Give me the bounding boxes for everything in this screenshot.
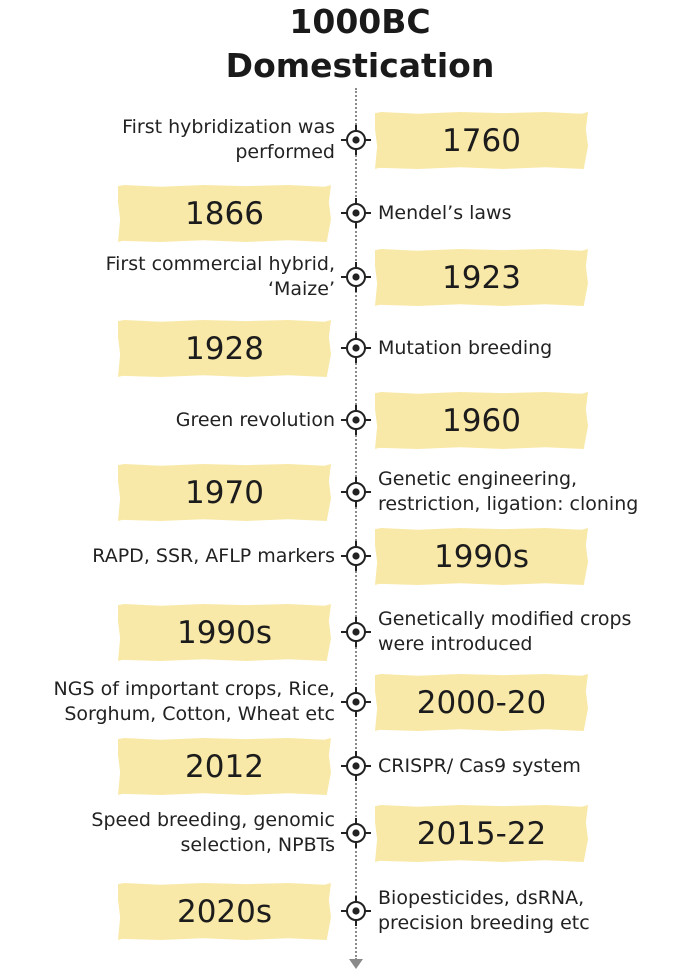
event-description-line: Genetically modified crops — [378, 608, 632, 630]
event-description-line: Genetic engineering, — [378, 468, 578, 490]
crosshair-target-icon — [340, 261, 372, 293]
event-description: CRISPR/ Cas9 system — [378, 754, 581, 779]
crosshair-target-icon — [340, 895, 372, 927]
event-description-line: precision breeding etc — [378, 912, 590, 934]
event-description-line: restriction, ligation: cloning — [378, 493, 639, 515]
event-description: Speed breeding, genomic selection, NPBTs — [91, 808, 335, 858]
crosshair-target-icon — [340, 124, 372, 156]
year-box: 1990s — [375, 528, 588, 585]
crosshair-target-icon — [340, 686, 372, 718]
crosshair-target-icon — [340, 476, 372, 508]
event-description-line: were introduced — [378, 633, 533, 655]
event-description-line: Speed breeding, genomic — [91, 809, 335, 831]
event-description: Biopesticides, dsRNA, precision breeding … — [378, 886, 590, 936]
timeline-axis — [355, 88, 357, 960]
event-description-line: RAPD, SSR, AFLP markers — [92, 544, 335, 567]
event-description-line: NGS of important crops, Rice, — [53, 678, 335, 700]
arrow-down-icon — [349, 959, 363, 969]
event-description-line: First hybridization was — [122, 116, 335, 138]
event-description: Mutation breeding — [378, 336, 552, 361]
event-description: First hybridization was performed — [122, 115, 335, 165]
event-description-line: performed — [235, 141, 335, 163]
crosshair-target-icon — [340, 817, 372, 849]
year-box: 1923 — [375, 249, 588, 306]
event-description-line: Mendel’s laws — [378, 201, 512, 224]
event-description-line: Sorghum, Cotton, Wheat etc — [64, 703, 335, 725]
crosshair-target-icon — [340, 404, 372, 436]
event-description-line: Biopesticides, dsRNA, — [378, 887, 585, 909]
year-box: 1928 — [118, 320, 331, 377]
event-description-line: Mutation breeding — [378, 336, 553, 359]
event-description-line: CRISPR/ Cas9 system — [378, 754, 581, 777]
title-line-1: 1000BC — [289, 2, 431, 41]
event-description: Genetic engineering, restriction, ligatio… — [378, 467, 638, 517]
event-description-line: selection, NPBTs — [180, 834, 335, 856]
event-description: RAPD, SSR, AFLP markers — [92, 544, 335, 569]
year-box: 1866 — [118, 185, 331, 242]
year-box: 1760 — [375, 112, 588, 169]
event-description-line: ‘Maize’ — [267, 278, 335, 300]
event-description: NGS of important crops, Rice, Sorghum, Co… — [54, 677, 335, 727]
event-description: First commercial hybrid, ‘Maize’ — [106, 252, 335, 302]
event-description: Green revolution — [176, 408, 335, 433]
year-box: 1960 — [375, 392, 588, 449]
crosshair-target-icon — [340, 616, 372, 648]
title-line-2: Domestication — [225, 46, 495, 85]
event-description-line: Green revolution — [175, 408, 335, 431]
year-box: 1990s — [118, 604, 331, 661]
event-description-line: First commercial hybrid, — [105, 253, 335, 275]
year-box: 2020s — [118, 883, 331, 940]
crosshair-target-icon — [340, 332, 372, 364]
event-description: Genetically modified crops were introduce… — [378, 607, 631, 657]
year-box: 2000-20 — [375, 674, 588, 731]
year-box: 2012 — [118, 738, 331, 795]
crosshair-target-icon — [340, 197, 372, 229]
crosshair-target-icon — [340, 750, 372, 782]
timeline-title: 1000BC Domestication — [0, 0, 685, 88]
year-box: 1970 — [118, 464, 331, 521]
crosshair-target-icon — [340, 540, 372, 572]
year-box: 2015-22 — [375, 805, 588, 862]
event-description: Mendel’s laws — [378, 201, 512, 226]
